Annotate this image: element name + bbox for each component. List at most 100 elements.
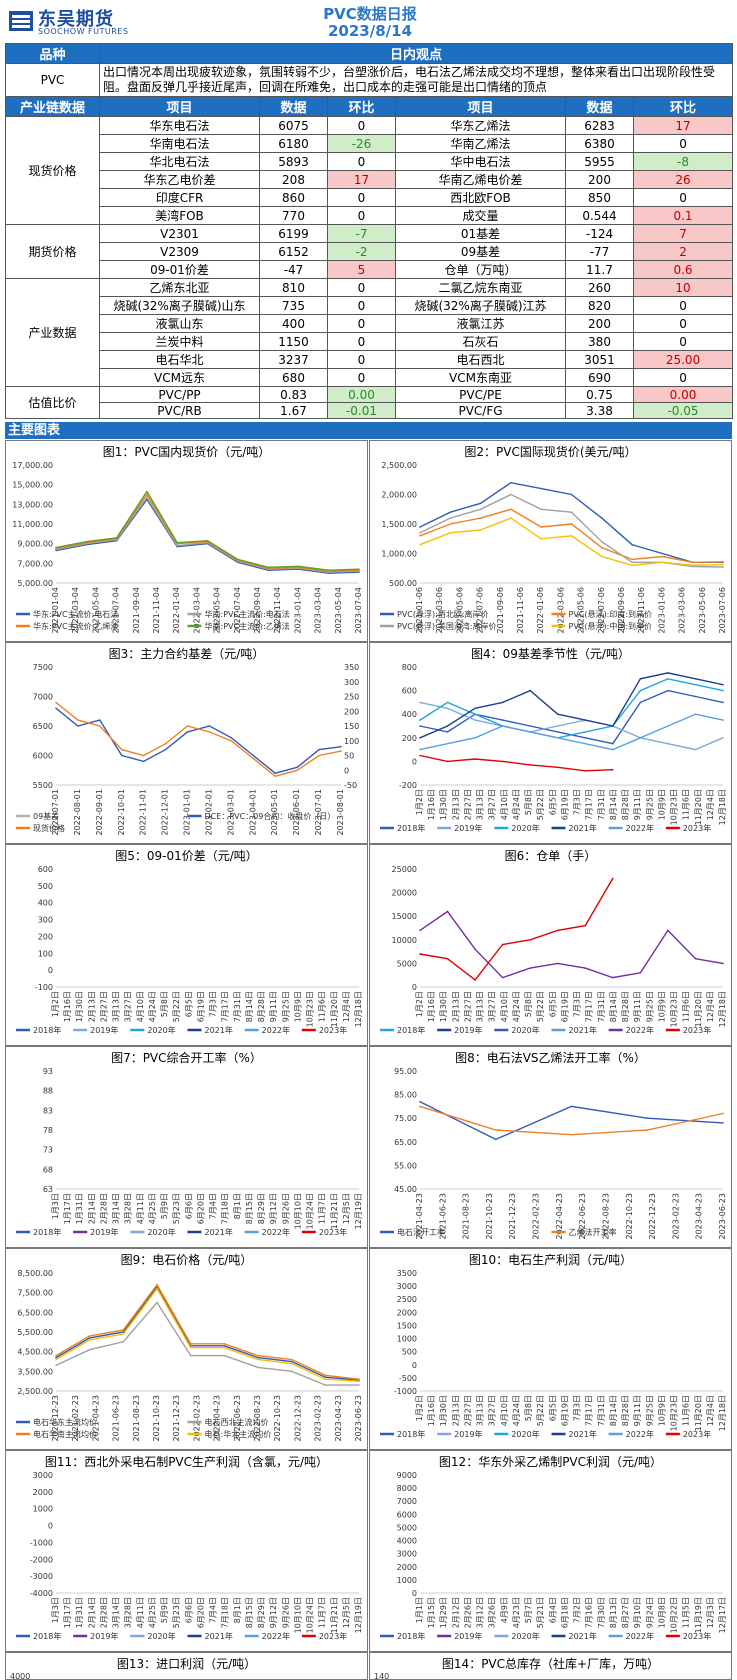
data-point <box>88 1339 91 1341</box>
y-tick-label: 45.00 <box>394 1185 417 1194</box>
table-cell: 5893 <box>259 152 328 171</box>
x-tick-label: 9月25日 <box>645 1395 654 1426</box>
data-point <box>570 493 573 496</box>
data-point <box>584 742 587 745</box>
table-cell: 09-01价差 <box>99 260 260 279</box>
x-tick-label: 2022-12-23 <box>293 1395 302 1442</box>
x-tick-label: 9月11日 <box>633 1395 642 1426</box>
section-title: 主要图表 <box>5 422 732 439</box>
col-header: 产业链数据 <box>5 96 100 117</box>
data-point <box>529 731 531 733</box>
legend-label: 2018年 <box>33 1227 61 1237</box>
legend-label: 2022年 <box>262 1631 290 1641</box>
data-point <box>474 737 476 739</box>
table-cell: 3051 <box>565 350 634 369</box>
col-header: 数据 <box>565 96 634 117</box>
data-point <box>694 748 697 751</box>
table-cell: 26 <box>632 170 734 189</box>
data-point <box>639 972 642 974</box>
table-cell: 电石西北 <box>395 350 566 369</box>
data-point <box>474 713 476 715</box>
data-point <box>474 707 476 710</box>
y-tick-label: 25000 <box>392 865 417 874</box>
x-tick-label: 7月18日 <box>221 1193 230 1224</box>
table-row: 现货价格 华东电石法 6075 0 华东乙烯法 6283 17 <box>5 116 734 225</box>
y-tick-label: 4,500.00 <box>17 1348 53 1357</box>
data-point <box>88 1335 91 1337</box>
x-tick-label: 8月1日 <box>233 1193 242 1219</box>
data-point <box>318 754 320 757</box>
x-tick-label: 12月4日 <box>342 991 351 1022</box>
y-tick-label: 0 <box>412 1589 417 1598</box>
data-point <box>722 683 724 686</box>
data-point <box>667 742 669 745</box>
x-tick-label: 8月27日 <box>621 1597 630 1628</box>
x-tick-label: 12月18日 <box>718 1395 727 1431</box>
x-tick-label: 2023-03-06 <box>678 587 687 634</box>
y2-tick-label: 150 <box>344 722 359 731</box>
data-point <box>358 1384 360 1386</box>
x-tick-label: 10月23日 <box>670 1395 679 1431</box>
x-tick-label: 12月4日 <box>706 991 715 1022</box>
x-tick-label: 2021-12-23 <box>508 1193 517 1240</box>
data-point <box>164 742 167 745</box>
x-tick-label: 2023-07-04 <box>354 587 363 634</box>
x-tick-label: 1月29日 <box>439 1597 448 1628</box>
x-tick-label: 2022-05-04 <box>213 587 222 634</box>
data-point <box>77 725 79 727</box>
data-point <box>601 540 603 543</box>
y-tick-label: 600 <box>402 687 417 696</box>
x-tick-label: 6月20日 <box>196 1193 205 1224</box>
x-tick-label: 2022-01-04 <box>172 587 181 634</box>
legend-label: PVC(悬浮):中国:到岸价 <box>569 621 653 631</box>
data-point <box>156 1287 158 1290</box>
data-point <box>223 1354 226 1357</box>
x-tick-label: 6月6日 <box>184 1597 193 1623</box>
view-header: 日内观点 <box>98 43 734 64</box>
table-cell: 10 <box>632 278 734 297</box>
x-tick-label: 2022-04-23 <box>555 1193 564 1240</box>
data-point <box>189 1343 192 1345</box>
series-line <box>55 1301 359 1386</box>
x-tick-label: 7月18日 <box>221 1597 230 1628</box>
data-point <box>55 701 57 704</box>
table-cell: 0 <box>327 314 396 333</box>
legend-label: 2023年 <box>683 1429 711 1439</box>
y-tick-label: 2000 <box>397 1563 417 1572</box>
chart-panel: 图5：09-01价差（元/吨） 600 500 400 300 200 100 0 -100 1月… <box>5 844 368 1046</box>
col-header: 环比 <box>327 96 396 117</box>
data-point <box>722 719 724 721</box>
data-point <box>474 979 476 981</box>
x-tick-label: 8月28日 <box>621 991 630 1022</box>
legend-label: 乙烯法开工率 <box>569 1227 617 1237</box>
y-tick-label: 7500 <box>33 663 53 672</box>
legend-label: 2019年 <box>90 1025 118 1035</box>
x-tick-label: 7月31日 <box>597 789 606 820</box>
x-tick-label: 4月9日 <box>500 1597 509 1623</box>
data-point <box>88 1348 91 1351</box>
x-tick-label: 12月4日 <box>706 789 715 820</box>
x-tick-label: 2023-05-04 <box>334 587 343 634</box>
table-cell: 17 <box>632 116 734 135</box>
data-point <box>646 1117 649 1119</box>
table-cell: 6199 <box>259 224 328 243</box>
data-point <box>601 546 603 549</box>
y-tick-label: -1000 <box>394 1387 417 1396</box>
table-cell: 6075 <box>259 116 328 135</box>
table-cell: VCM远东 <box>99 368 260 387</box>
data-point <box>612 877 614 880</box>
table-cell: 25.00 <box>632 350 734 369</box>
table-cell: 乙烯东北亚 <box>99 278 260 297</box>
x-tick-label: 2022-07-06 <box>597 587 606 634</box>
x-tick-label: 6月19日 <box>560 789 569 820</box>
x-tick-label: 2021-08-23 <box>462 1193 471 1240</box>
y-tick-label: 200 <box>38 932 53 941</box>
x-tick-label: 2021-05-04 <box>91 587 100 634</box>
series-line <box>55 701 342 777</box>
data-point <box>446 957 449 960</box>
x-tick-label: 5月22日 <box>536 1395 545 1426</box>
report-title: PVC数据日报 <box>323 5 417 23</box>
y-tick-label: 6500 <box>33 722 53 731</box>
x-tick-label: 2月14日 <box>87 1597 96 1628</box>
